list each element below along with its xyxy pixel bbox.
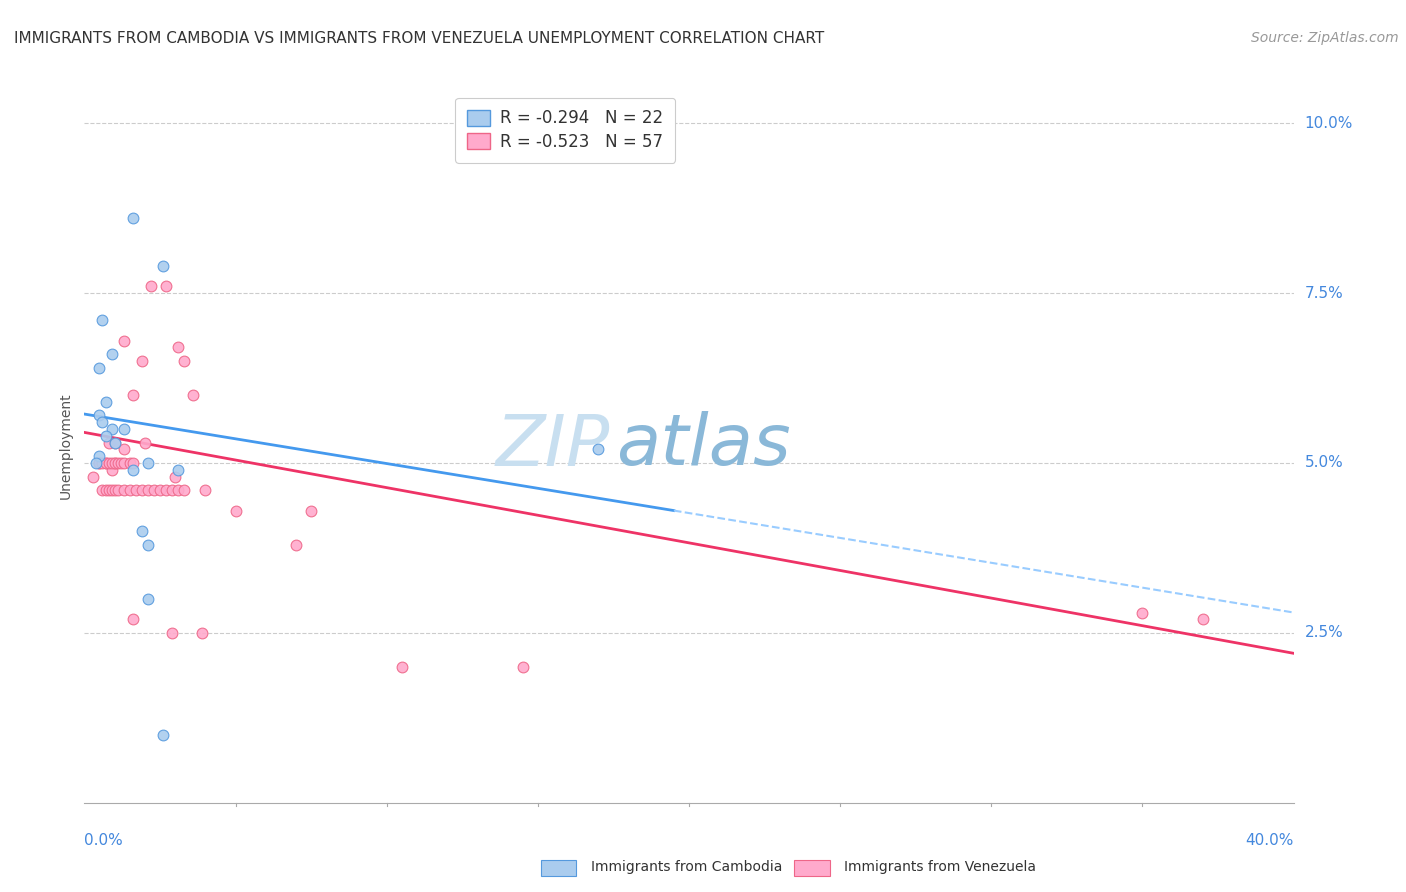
Text: IMMIGRANTS FROM CAMBODIA VS IMMIGRANTS FROM VENEZUELA UNEMPLOYMENT CORRELATION C: IMMIGRANTS FROM CAMBODIA VS IMMIGRANTS F…	[14, 31, 824, 46]
Point	[1191, 612, 1213, 626]
Y-axis label: Unemployment: Unemployment	[59, 392, 73, 500]
Point	[181, 388, 204, 402]
Text: atlas: atlas	[616, 411, 792, 481]
Point	[100, 347, 122, 361]
Point	[94, 394, 117, 409]
Text: 0.0%: 0.0%	[84, 833, 124, 848]
Point	[191, 626, 214, 640]
Point	[152, 728, 174, 742]
Point	[131, 524, 153, 538]
Point	[588, 442, 610, 457]
Point	[91, 313, 114, 327]
Point	[136, 456, 159, 470]
Point	[160, 483, 183, 498]
Point	[91, 415, 114, 429]
Point	[89, 456, 111, 470]
Point	[100, 456, 122, 470]
Text: Source: ZipAtlas.com: Source: ZipAtlas.com	[1251, 31, 1399, 45]
Point	[100, 422, 122, 436]
Point	[94, 456, 117, 470]
Point	[131, 483, 153, 498]
Point	[107, 456, 129, 470]
Point	[89, 409, 111, 423]
Point	[299, 503, 322, 517]
Text: 5.0%: 5.0%	[1305, 456, 1343, 470]
Point	[284, 537, 308, 551]
Point	[104, 435, 127, 450]
Point	[100, 483, 122, 498]
Point	[104, 483, 127, 498]
Text: 2.5%: 2.5%	[1305, 625, 1343, 640]
Point	[136, 537, 159, 551]
Point	[118, 483, 141, 498]
Point	[94, 483, 117, 498]
Point	[104, 456, 127, 470]
Point	[136, 483, 159, 498]
Point	[89, 456, 111, 470]
Point	[121, 456, 143, 470]
Point	[167, 341, 190, 355]
Point	[512, 660, 534, 674]
Point	[136, 591, 159, 606]
Text: Immigrants from Cambodia: Immigrants from Cambodia	[591, 860, 782, 874]
Point	[391, 660, 413, 674]
Point	[142, 483, 165, 498]
Point	[167, 483, 190, 498]
Point	[121, 388, 143, 402]
Point	[89, 449, 111, 463]
Point	[104, 435, 127, 450]
Point	[194, 483, 217, 498]
Point	[100, 463, 122, 477]
Point	[121, 612, 143, 626]
Point	[94, 456, 117, 470]
Point	[112, 483, 135, 498]
Point	[121, 211, 143, 226]
Point	[134, 435, 156, 450]
Text: 7.5%: 7.5%	[1305, 285, 1343, 301]
Point	[107, 483, 129, 498]
Point	[97, 456, 120, 470]
Point	[86, 456, 108, 470]
Point	[104, 456, 127, 470]
Point	[82, 469, 104, 483]
Point	[152, 259, 174, 273]
Point	[91, 483, 114, 498]
Point	[118, 456, 141, 470]
Point	[1130, 606, 1153, 620]
Point	[112, 442, 135, 457]
Point	[121, 463, 143, 477]
Point	[160, 626, 183, 640]
Point	[112, 422, 135, 436]
Point	[112, 334, 135, 348]
Point	[149, 483, 172, 498]
Point	[173, 354, 195, 368]
Point	[131, 354, 153, 368]
Point	[97, 435, 120, 450]
Text: 10.0%: 10.0%	[1305, 116, 1353, 131]
Point	[91, 456, 114, 470]
Point	[89, 360, 111, 375]
Text: Immigrants from Venezuela: Immigrants from Venezuela	[844, 860, 1036, 874]
Point	[173, 483, 195, 498]
Text: 40.0%: 40.0%	[1246, 833, 1294, 848]
Point	[139, 279, 162, 293]
Point	[112, 456, 135, 470]
Point	[94, 429, 117, 443]
Point	[155, 279, 177, 293]
Point	[110, 456, 132, 470]
Text: ZIP: ZIP	[496, 411, 610, 481]
Point	[97, 483, 120, 498]
Point	[225, 503, 247, 517]
Point	[163, 469, 186, 483]
Point	[125, 483, 148, 498]
Point	[167, 463, 190, 477]
Legend: R = -0.294   N = 22, R = -0.523   N = 57: R = -0.294 N = 22, R = -0.523 N = 57	[456, 97, 675, 162]
Point	[155, 483, 177, 498]
